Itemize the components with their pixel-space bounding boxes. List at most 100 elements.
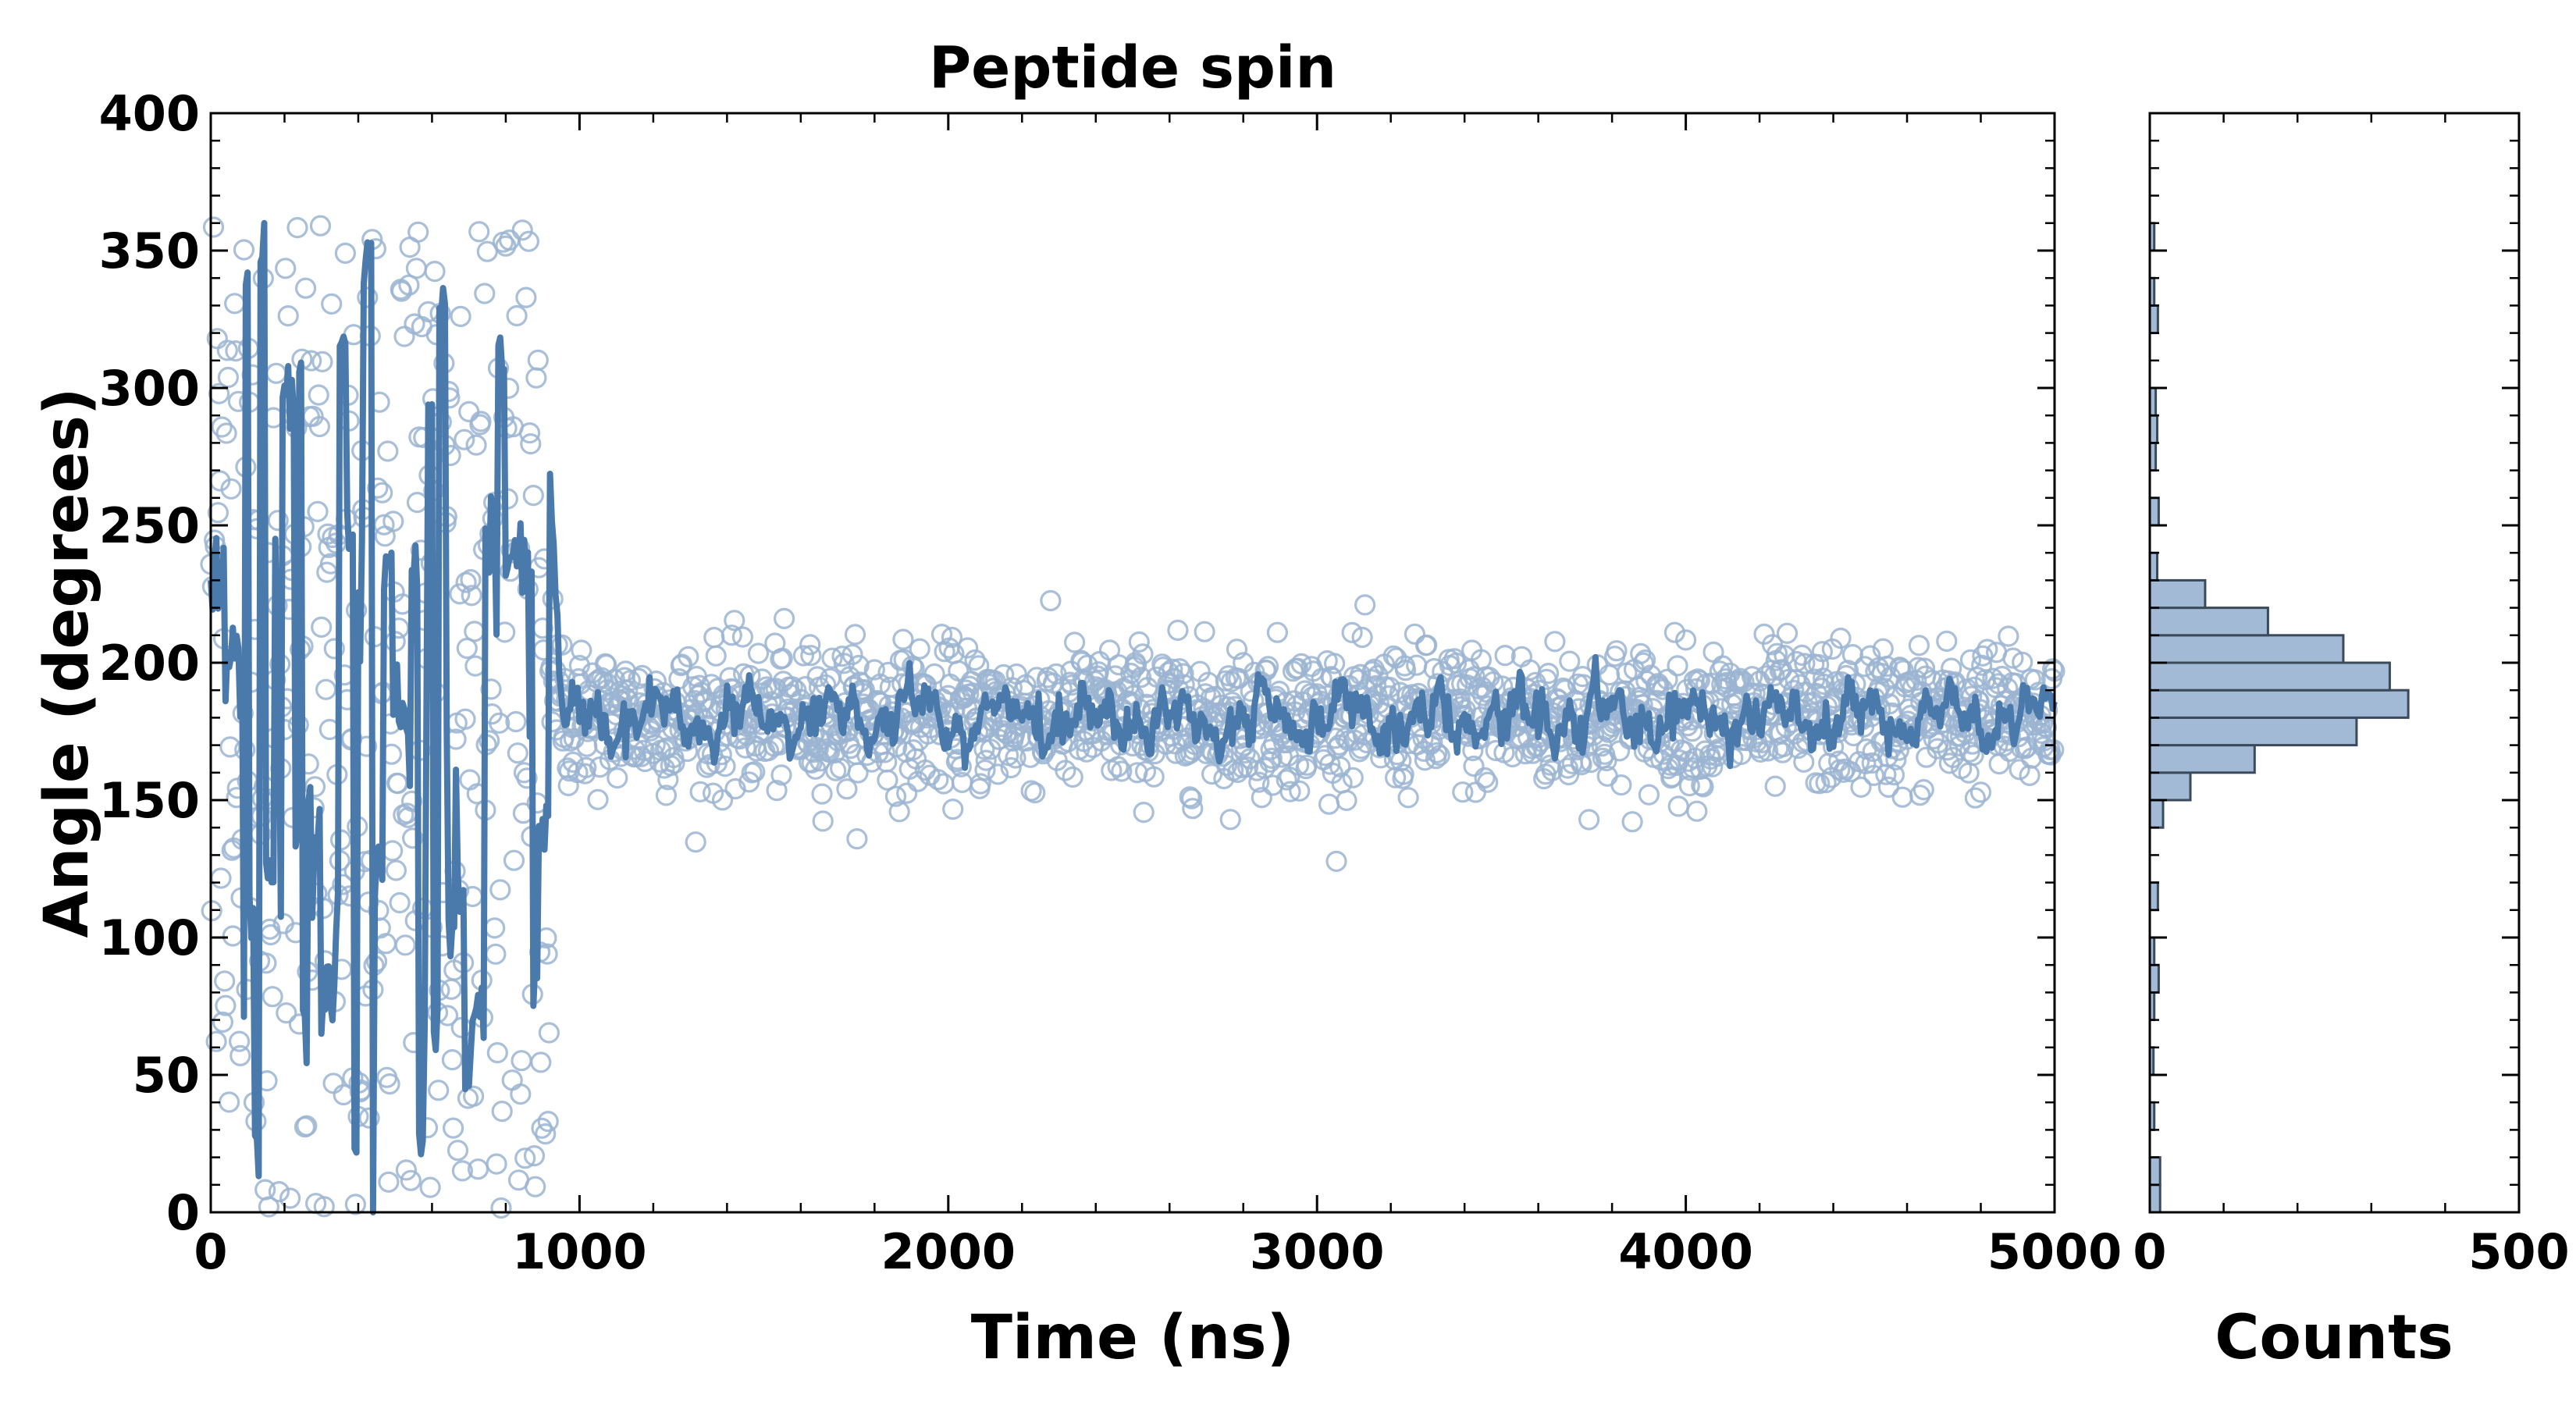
scatter-point xyxy=(1757,740,1779,762)
y-tick-label: 0 xyxy=(166,1184,200,1241)
scatter-point xyxy=(211,416,233,438)
scatter-point xyxy=(773,607,795,630)
scatter-point xyxy=(1452,781,1474,803)
scatter-point xyxy=(671,653,693,675)
scatter-point xyxy=(766,779,788,802)
scatter-point xyxy=(1877,776,1899,799)
scatter-point xyxy=(1692,776,1714,798)
scatter-point xyxy=(888,801,910,823)
scatter-point xyxy=(229,1030,251,1052)
histogram-bar xyxy=(2148,688,2410,719)
scatter-point xyxy=(1463,755,1485,777)
scatter-point xyxy=(358,1107,380,1129)
scatter-point xyxy=(846,827,868,850)
scatter-point xyxy=(1379,676,1401,699)
scatter-point xyxy=(1808,653,1830,676)
scatter-point xyxy=(490,1197,512,1219)
scatter-point xyxy=(1000,756,1022,779)
scatter-point xyxy=(1361,660,1383,682)
scatter-point xyxy=(907,770,929,792)
scatter-point xyxy=(385,859,407,881)
histogram-bar xyxy=(2148,771,2192,802)
scatter-point xyxy=(311,350,333,372)
scatter-point xyxy=(1468,728,1490,750)
y-tick-label: 300 xyxy=(99,360,200,417)
scatter-point xyxy=(821,647,843,669)
scatter-point xyxy=(480,678,502,700)
histogram-bar xyxy=(2148,799,2165,829)
scatter-point xyxy=(276,1002,297,1024)
scatter-point xyxy=(514,1147,536,1169)
scatter-point xyxy=(451,1160,474,1182)
scatter-point xyxy=(311,616,333,639)
scatter-point xyxy=(987,763,1009,785)
scatter-point xyxy=(503,849,525,871)
scatter-point xyxy=(334,242,356,264)
scatter-point xyxy=(724,610,745,632)
scatter-point xyxy=(950,756,972,777)
scatter-point xyxy=(229,1044,251,1067)
scatter-point xyxy=(2008,759,2030,781)
scatter-point xyxy=(892,628,914,650)
histogram-bar xyxy=(2148,1156,2161,1187)
scatter-point xyxy=(1236,756,1259,778)
scatter-point xyxy=(216,340,238,361)
scatter-point xyxy=(1966,666,1988,688)
scatter-point xyxy=(510,1083,532,1105)
scatter-point xyxy=(1494,644,1516,667)
main-plot: 0 1000 2000 3000 4000 5000 0 50 100 150 200 250 300 3… xyxy=(32,34,2122,1373)
scatter-point xyxy=(1351,626,1373,649)
scatter-point xyxy=(277,305,299,327)
histogram-x-axis-label: Counts xyxy=(2215,1303,2453,1373)
scatter-point xyxy=(537,1110,559,1133)
scatter-point xyxy=(1219,809,1241,831)
scatter-point xyxy=(1776,622,1799,644)
scatter-point xyxy=(711,789,734,811)
scatter-point xyxy=(1544,631,1566,653)
scatter-point xyxy=(506,304,528,327)
scatter-point xyxy=(1394,660,1417,681)
scatter-point xyxy=(489,879,511,901)
scatter-point xyxy=(1749,670,1770,692)
scatter-point xyxy=(678,646,699,667)
scatter-point xyxy=(941,626,963,649)
scatter-point xyxy=(400,790,423,813)
x-axis-label: Time (ns) xyxy=(971,1303,1295,1373)
scatter-point xyxy=(617,679,639,702)
scatter-point xyxy=(873,742,895,763)
scatter-point xyxy=(511,219,533,241)
scatter-point xyxy=(619,670,642,692)
scatter-point xyxy=(538,1022,560,1044)
histogram-bar xyxy=(2148,661,2391,692)
histogram-bar xyxy=(2148,881,2159,912)
scatter-point xyxy=(1883,764,1905,786)
scatter-point xyxy=(1964,787,1986,809)
scatter-point xyxy=(1276,769,1297,791)
scatter-point xyxy=(1132,643,1154,665)
scatter-point xyxy=(1474,767,1496,789)
scatter-point xyxy=(1328,734,1350,756)
scatter-point xyxy=(1167,619,1189,642)
scatter-point xyxy=(836,778,858,800)
scatter-point xyxy=(449,583,471,605)
scatter-point xyxy=(357,286,379,308)
histogram-bar xyxy=(2148,496,2160,527)
scatter-point xyxy=(1630,642,1652,664)
scatter-point xyxy=(400,1169,422,1191)
scatter-point xyxy=(267,510,289,532)
scatter-point xyxy=(491,1100,513,1123)
scatter-point xyxy=(844,624,866,646)
scatter-point xyxy=(2012,651,2033,673)
scatter-point xyxy=(215,422,237,444)
scatter-point xyxy=(215,994,237,1016)
scatter-point xyxy=(296,1115,318,1137)
scatter-point xyxy=(1143,766,1165,788)
scatter-point xyxy=(1172,663,1194,685)
scatter-point xyxy=(655,785,678,806)
y-axis-label: Angle (degrees) xyxy=(32,387,102,938)
hist-x-tick-label: 0 xyxy=(2133,1223,2166,1280)
scatter-point xyxy=(454,429,475,450)
scatter-point xyxy=(1248,771,1270,793)
scatter-point xyxy=(214,970,236,992)
scatter-point xyxy=(1182,798,1204,820)
